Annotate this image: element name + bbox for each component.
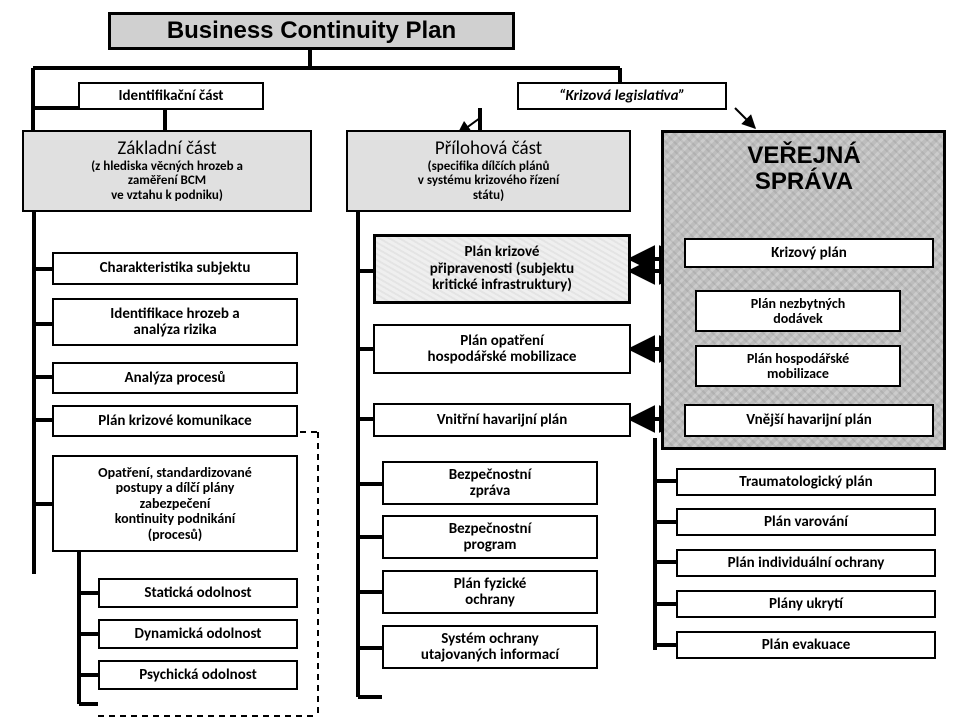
p-bp2: program — [464, 537, 517, 554]
z-opatreni: Opatření, standardizované postupy a dílč… — [52, 455, 298, 552]
e-trauma: Traumatologický plán — [676, 468, 936, 496]
p-pkp3: kritické infrastruktury) — [432, 277, 572, 294]
gov-title1: VEŘEJNÁ — [747, 143, 860, 169]
z-char: Charakteristika subjektu — [52, 252, 298, 285]
zakladni-sub2: zaměření BCM — [128, 174, 206, 188]
z-st: Statická odolnost — [144, 585, 251, 602]
p-so2: utajovaných informací — [421, 647, 559, 664]
zakladni-sub1: (z hlediska věcných hrozeb a — [91, 160, 243, 174]
z-kom: Plán krizové komunikace — [98, 413, 251, 430]
p-vhp1: Vnitřní havarijní plán — [437, 412, 568, 429]
p-vhp: Vnitřní havarijní plán — [373, 403, 631, 437]
z-char-t: Charakteristika subjektu — [100, 260, 251, 277]
p-pfo: Plán fyzické ochrany — [382, 570, 598, 614]
priloha-sub2: v systému krizového řízení — [418, 174, 559, 188]
e-ukryti: Plány ukrytí — [676, 590, 936, 618]
z-idh1: Identifikace hrozeb a — [110, 306, 239, 323]
p-so1: Systém ochrany — [441, 631, 539, 648]
lvl2-krizleg: “Krizová legislativa” — [517, 82, 727, 110]
p-pkp: Plán krizové připravenosti (subjektu kri… — [373, 234, 631, 304]
title-text: Business Continuity Plan — [167, 18, 456, 44]
z-stat: Statická odolnost — [98, 578, 298, 608]
p-bzp: Bezpečnostní zpráva — [382, 461, 598, 505]
z-komunikace: Plán krizové komunikace — [52, 405, 298, 437]
p-pf2: ochrany — [465, 592, 515, 609]
p-bz2: zpráva — [470, 483, 511, 500]
g-vhp-t: Vnější havarijní plán — [746, 412, 872, 429]
gov-title2: SPRÁVA — [755, 169, 853, 195]
zakladni-title: Základní část — [117, 139, 216, 160]
p-pm1: Plán opatření — [460, 333, 544, 350]
z-an: Analýza procesů — [125, 370, 226, 387]
g-pnd: Plán nezbytných dodávek — [695, 290, 901, 332]
z-psy: Psychická odolnost — [98, 660, 298, 690]
z-idhrozeb: Identifikace hrozeb a analýza rizika — [52, 298, 298, 346]
z-o1: Opatření, standardizované — [98, 465, 252, 480]
title: Business Continuity Plan — [108, 12, 515, 50]
priloha-header: Přílohová část (specifika dílčích plánů … — [346, 130, 631, 212]
priloha-sub3: státu) — [473, 189, 504, 203]
g-phm2: mobilizace — [767, 366, 829, 381]
p-pohm: Plán opatření hospodářské mobilizace — [373, 324, 631, 374]
z-idh2: analýza rizika — [133, 322, 216, 339]
g-phm: Plán hospodářské mobilizace — [695, 345, 901, 387]
z-o3: zabezpečení — [140, 496, 211, 511]
krizleg-label: “Krizová legislativa” — [559, 88, 685, 105]
e-tr: Traumatologický plán — [739, 474, 872, 491]
p-pm2: hospodářské mobilizace — [428, 349, 577, 366]
z-o5: (procesů) — [148, 527, 203, 542]
e-uk: Plány ukrytí — [769, 596, 843, 613]
p-pf1: Plán fyzické — [454, 576, 527, 593]
g-phm1: Plán hospodářské — [747, 351, 849, 366]
ident-label: Identifikační část — [118, 88, 223, 105]
gov-title: VEŘEJNÁ SPRÁVA — [672, 138, 936, 200]
e-ev: Plán evakuace — [762, 637, 851, 654]
lvl2-ident: Identifikační část — [78, 82, 264, 110]
priloha-sub1: (specifika dílčích plánů — [428, 160, 550, 174]
g-kp-t: Krizový plán — [771, 245, 847, 262]
p-soi: Systém ochrany utajovaných informací — [382, 625, 598, 669]
g-pnd2: dodávek — [773, 311, 823, 326]
e-evak: Plán evakuace — [676, 631, 936, 659]
p-bpr: Bezpečnostní program — [382, 515, 598, 559]
z-analyza: Analýza procesů — [52, 362, 298, 394]
g-vhp: Vnější havarijní plán — [684, 404, 934, 437]
p-pkp1: Plán krizové — [465, 244, 540, 261]
z-o2: postupy a dílčí plány — [116, 480, 235, 495]
zakladni-header: Základní část (z hlediska věcných hrozeb… — [22, 130, 312, 212]
e-va: Plán varování — [764, 514, 848, 531]
e-in: Plán individuální ochrany — [728, 555, 885, 572]
z-dy: Dynamická odolnost — [135, 626, 262, 643]
z-dyn: Dynamická odolnost — [98, 619, 298, 649]
p-bz1: Bezpečnostní — [449, 467, 532, 484]
g-pnd1: Plán nezbytných — [751, 296, 846, 311]
zakladni-sub3: ve vztahu k podniku) — [111, 189, 223, 203]
priloha-title: Přílohová část — [435, 139, 542, 160]
e-varovani: Plán varování — [676, 508, 936, 536]
z-ps: Psychická odolnost — [139, 667, 257, 684]
p-pkp2: připravenosti (subjektu — [430, 261, 574, 278]
z-o4: kontinuity podnikání — [115, 511, 235, 526]
p-bp1: Bezpečnostní — [449, 521, 532, 538]
e-indiv: Plán individuální ochrany — [676, 549, 936, 577]
g-kp: Krizový plán — [684, 238, 934, 268]
